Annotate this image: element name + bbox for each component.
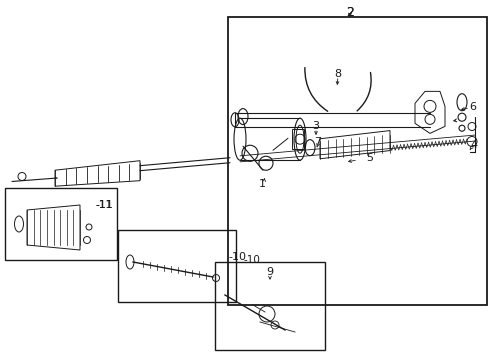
Bar — [227, 17, 486, 305]
Bar — [215, 262, 325, 350]
Text: 4: 4 — [469, 140, 477, 150]
Text: 9: 9 — [266, 267, 273, 277]
Text: -11: -11 — [95, 200, 112, 210]
Bar — [5, 188, 117, 260]
Text: -11: -11 — [95, 200, 113, 210]
Text: 7: 7 — [314, 137, 321, 147]
Text: 8: 8 — [334, 69, 341, 79]
Bar — [118, 230, 236, 302]
Text: 5: 5 — [366, 153, 373, 163]
Text: 6: 6 — [468, 102, 475, 112]
Bar — [291, 129, 304, 149]
Text: -10: -10 — [227, 252, 245, 262]
Text: -10: -10 — [243, 255, 259, 265]
Text: 2: 2 — [346, 5, 353, 18]
Text: 3: 3 — [312, 121, 319, 131]
Text: 1: 1 — [258, 179, 265, 189]
Text: 2: 2 — [346, 5, 353, 18]
